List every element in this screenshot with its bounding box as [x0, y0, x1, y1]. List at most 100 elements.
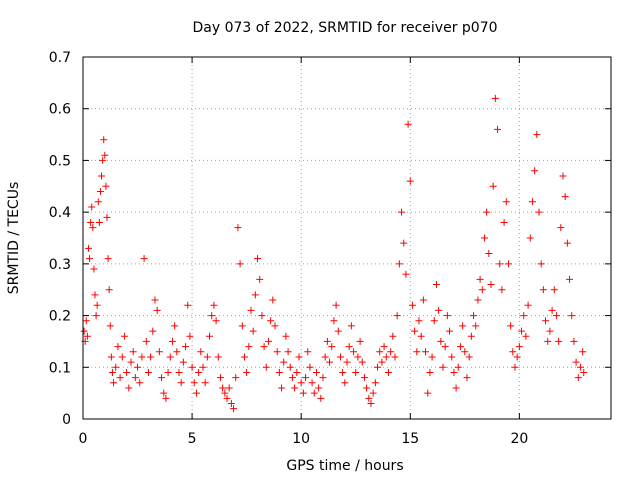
data-point: [221, 389, 229, 397]
data-point: [563, 239, 571, 247]
data-point: [280, 358, 288, 366]
data-point: [210, 301, 218, 309]
data-point: [160, 389, 168, 397]
data-point: [441, 343, 449, 351]
data-point: [264, 337, 272, 345]
data-point: [446, 327, 454, 335]
data-point: [319, 374, 327, 382]
data-point: [106, 322, 114, 330]
data-point: [256, 275, 264, 283]
data-point: [400, 239, 408, 247]
data-point: [225, 384, 233, 392]
y-tick-label: 0.6: [49, 102, 71, 118]
data-point: [378, 358, 386, 366]
data-point: [465, 353, 473, 361]
data-point: [491, 94, 499, 102]
data-point: [463, 374, 471, 382]
data-point: [92, 312, 100, 320]
data-point: [330, 317, 338, 325]
data-point: [177, 379, 185, 387]
data-point: [99, 156, 107, 164]
data-point: [96, 187, 104, 195]
data-point: [234, 224, 242, 232]
data-point: [230, 405, 238, 413]
data-point: [568, 312, 576, 320]
data-point: [524, 301, 532, 309]
data-point: [574, 374, 582, 382]
data-point: [295, 353, 303, 361]
data-point: [110, 379, 118, 387]
y-axis-ticks: 0 0.1 0.2 0.3 0.4 0.5 0.6 0.7: [49, 50, 611, 428]
data-point: [315, 384, 323, 392]
data-point: [539, 286, 547, 294]
data-point: [310, 389, 318, 397]
data-point: [105, 286, 113, 294]
data-point: [435, 306, 443, 314]
data-point: [579, 348, 587, 356]
data-point: [216, 374, 224, 382]
data-point: [293, 368, 301, 376]
data-point: [88, 203, 96, 211]
data-point: [238, 322, 246, 330]
data-point: [365, 394, 373, 402]
data-point: [332, 301, 340, 309]
data-point: [572, 358, 580, 366]
data-point: [275, 368, 283, 376]
data-point: [151, 296, 159, 304]
data-point: [428, 353, 436, 361]
data-point: [487, 281, 495, 289]
data-point: [254, 255, 262, 263]
data-point: [190, 379, 198, 387]
data-point: [90, 265, 98, 273]
data-point: [570, 337, 578, 345]
data-point: [123, 368, 131, 376]
data-point: [258, 312, 266, 320]
data-point: [249, 327, 257, 335]
data-point: [369, 389, 377, 397]
data-point: [142, 337, 150, 345]
data-point: [552, 312, 560, 320]
data-point: [197, 348, 205, 356]
data-point: [302, 374, 310, 382]
x-axis-label: GPS time / hours: [286, 458, 403, 474]
data-point: [360, 374, 368, 382]
data-point: [227, 399, 235, 407]
data-point: [129, 348, 137, 356]
data-point: [528, 198, 536, 206]
data-point: [472, 322, 480, 330]
data-point: [334, 327, 342, 335]
data-point: [179, 358, 187, 366]
data-point: [395, 260, 403, 268]
data-point: [415, 317, 423, 325]
data-point: [232, 374, 240, 382]
x-tick-label: 15: [401, 431, 419, 447]
x-axis-ticks: 0 5 10 15 20: [79, 57, 528, 447]
data-point: [262, 363, 270, 371]
data-point: [522, 332, 530, 340]
data-point: [406, 177, 414, 185]
y-tick-label: 0.5: [49, 153, 71, 169]
data-point: [247, 306, 255, 314]
x-tick-label: 5: [188, 431, 197, 447]
data-point: [195, 368, 203, 376]
data-point: [535, 208, 543, 216]
data-point: [555, 337, 563, 345]
data-point: [184, 301, 192, 309]
data-point: [376, 348, 384, 356]
data-point: [306, 363, 314, 371]
data-point: [83, 332, 91, 340]
data-point: [404, 120, 412, 128]
data-point: [459, 322, 467, 330]
data-point: [476, 275, 484, 283]
data-point: [147, 353, 155, 361]
data-point: [511, 363, 519, 371]
data-point: [531, 167, 539, 175]
data-point: [125, 384, 133, 392]
data-point: [537, 260, 545, 268]
data-points: [80, 94, 588, 413]
data-point: [149, 327, 157, 335]
data-point: [387, 348, 395, 356]
data-point: [267, 317, 275, 325]
y-axis-label: SRMTID / TECUs: [6, 182, 22, 295]
data-point: [398, 208, 406, 216]
